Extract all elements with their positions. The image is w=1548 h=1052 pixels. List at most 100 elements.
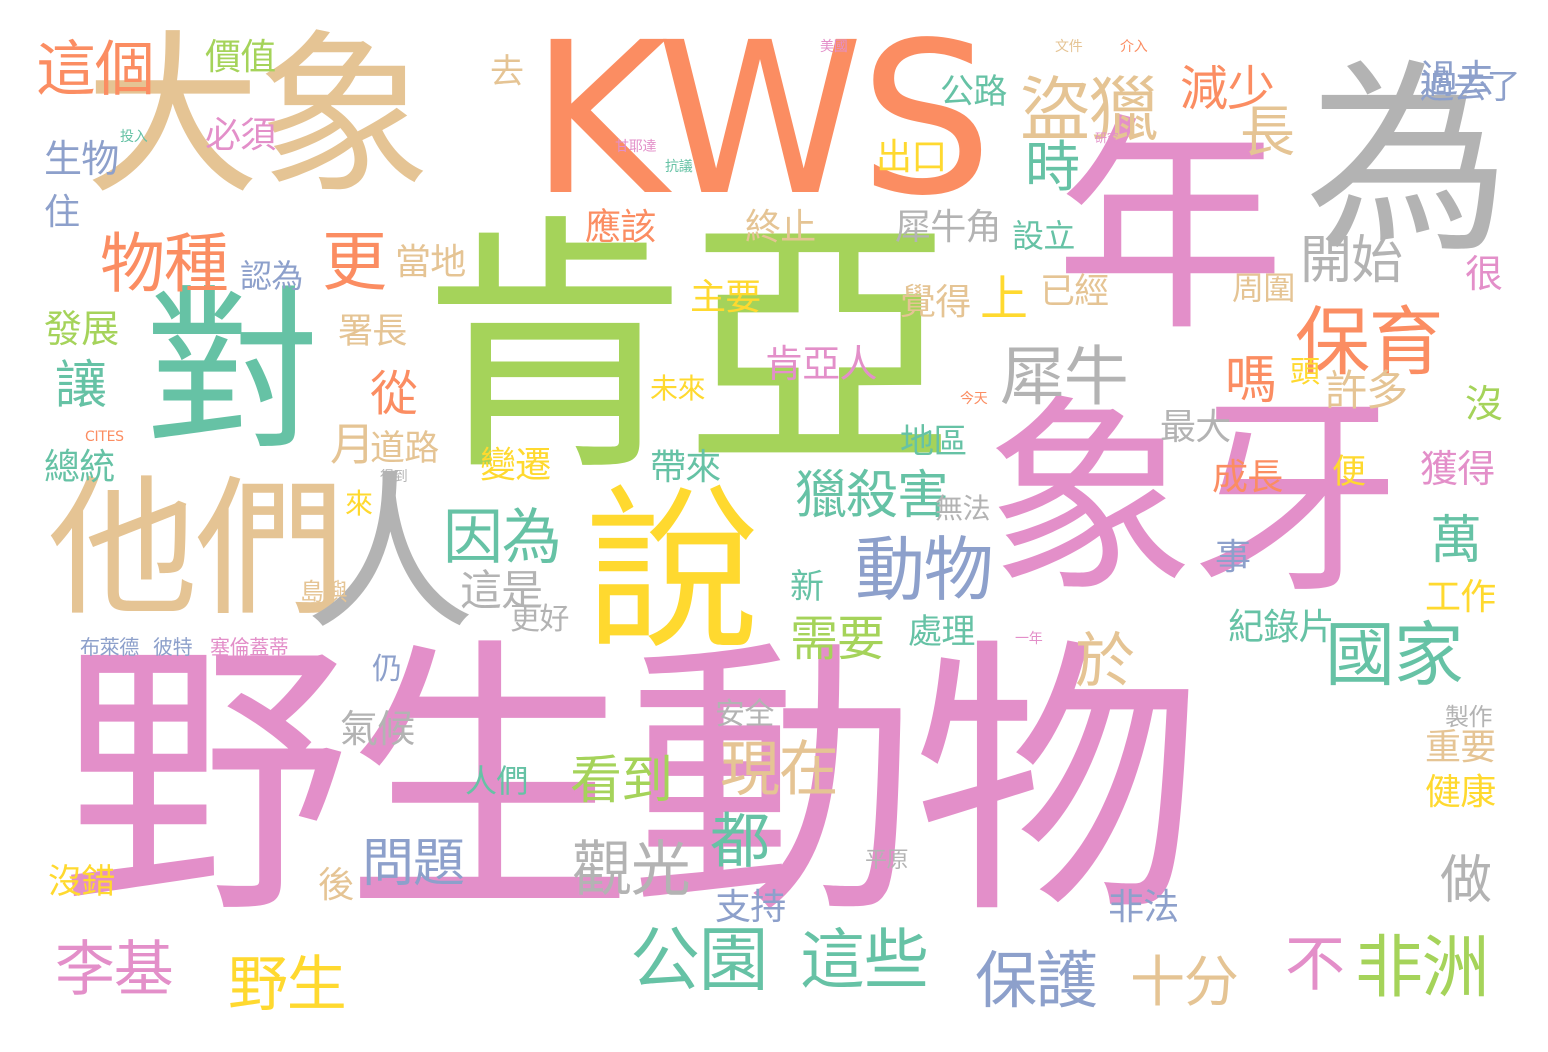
- cloud-word: 後: [318, 865, 354, 906]
- cloud-word: 工作: [1425, 577, 1496, 618]
- cloud-word: 做: [1440, 851, 1492, 911]
- cloud-word: 當地: [395, 242, 466, 283]
- cloud-word: 氣候: [340, 707, 415, 751]
- cloud-word: 發展: [44, 307, 119, 351]
- cloud-word: 都: [710, 807, 770, 877]
- cloud-word: 於: [1075, 627, 1135, 697]
- cloud-word: 文件: [1055, 39, 1083, 55]
- cloud-word: 來: [345, 487, 373, 520]
- cloud-word: 肯亞人: [765, 342, 877, 386]
- cloud-word: 長: [1240, 100, 1295, 164]
- cloud-word: 開始: [1300, 231, 1403, 291]
- cloud-word: 過去了: [1420, 67, 1521, 107]
- cloud-word: 周圍: [1232, 269, 1295, 307]
- cloud-word: 十分: [1130, 950, 1239, 1014]
- cloud-word: 保育: [1295, 298, 1444, 386]
- cloud-word: 重要: [1425, 727, 1496, 768]
- cloud-word: 他們: [48, 463, 345, 637]
- cloud-word: 彼特: [153, 635, 193, 659]
- cloud-word: 價值: [205, 37, 276, 78]
- cloud-word: 覺得: [900, 282, 971, 323]
- cloud-word: 看到: [570, 751, 673, 811]
- cloud-word: 因為: [443, 503, 562, 573]
- cloud-word: 未來: [650, 372, 705, 405]
- cloud-word: 最大: [1160, 407, 1231, 448]
- cloud-word: 對: [145, 271, 320, 474]
- cloud-word: 帶來: [650, 447, 721, 488]
- cloud-word: 犀牛角: [895, 207, 1002, 248]
- cloud-word: 很: [1465, 252, 1503, 296]
- cloud-word: 沒錯: [48, 862, 115, 902]
- cloud-word: 肯亞: [420, 192, 955, 507]
- cloud-word: 野生動物: [60, 616, 1203, 953]
- cloud-word: 大象: [85, 16, 432, 219]
- cloud-word: 現在: [720, 735, 839, 805]
- cloud-word: 更: [322, 225, 387, 300]
- cloud-word: 象牙: [985, 377, 1401, 622]
- cloud-word: 設立: [1012, 217, 1075, 255]
- cloud-word: 這個: [36, 35, 155, 105]
- cloud-word: 減少: [1180, 61, 1275, 117]
- cloud-word: CITES: [85, 429, 124, 445]
- cloud-word: 變遷: [480, 445, 551, 486]
- cloud-word: 從: [370, 366, 418, 422]
- cloud-word: 不: [1285, 930, 1345, 1000]
- cloud-word: 這是: [460, 566, 543, 615]
- cloud-word: 仍: [372, 652, 402, 687]
- cloud-word: 便: [1332, 452, 1366, 492]
- cloud-word: 總統: [44, 447, 115, 488]
- cloud-word: 人們: [465, 762, 528, 800]
- cloud-word: 李基: [55, 935, 174, 1005]
- cloud-word: 獲得: [1420, 447, 1495, 491]
- cloud-word: 安全: [715, 697, 774, 732]
- cloud-word: 頭: [1290, 355, 1320, 390]
- cloud-word: 島嶼: [300, 578, 348, 606]
- cloud-word: 萬: [1430, 511, 1482, 571]
- cloud-word: KWS: [530, 0, 993, 242]
- cloud-word: 支持: [715, 887, 786, 928]
- cloud-word: 更好: [510, 602, 569, 637]
- cloud-word: 觀光: [572, 835, 691, 905]
- cloud-word: 主要: [690, 277, 761, 318]
- cloud-word: 平原: [865, 848, 909, 873]
- cloud-word: 生物: [44, 137, 119, 181]
- cloud-word: 地區: [900, 422, 967, 462]
- cloud-word: 道路: [370, 429, 439, 469]
- cloud-word: 已經: [1040, 272, 1109, 312]
- cloud-word: 沒: [1465, 382, 1503, 426]
- cloud-word: 野生: [228, 950, 347, 1020]
- cloud-word: 盜獵: [1020, 69, 1159, 151]
- cloud-word: 去: [490, 52, 524, 92]
- cloud-word: 公路: [940, 72, 1007, 112]
- cloud-word: 一年: [1015, 631, 1043, 647]
- cloud-word: 犀牛: [1000, 340, 1129, 415]
- cloud-word: 許多: [1325, 366, 1408, 415]
- cloud-word: 布萊德: [80, 635, 139, 659]
- cloud-word: 美國: [820, 39, 848, 55]
- cloud-word: 時: [1025, 135, 1080, 199]
- cloud-word: 人: [305, 456, 475, 654]
- cloud-word: 公園: [630, 919, 769, 1001]
- cloud-word: 必須: [205, 115, 276, 156]
- cloud-word: 月: [330, 418, 375, 471]
- cloud-word: 認為: [240, 257, 303, 295]
- cloud-word: 新: [790, 567, 824, 607]
- cloud-word: 應該: [585, 207, 656, 248]
- cloud-word: 得到: [380, 469, 408, 485]
- cloud-word: 研究: [1095, 131, 1119, 145]
- cloud-word: 非法: [1108, 887, 1179, 928]
- cloud-word: 出口: [876, 137, 947, 178]
- cloud-word: 今天: [960, 391, 988, 407]
- cloud-word: 年: [1055, 96, 1285, 363]
- cloud-word: 動物: [855, 529, 994, 611]
- cloud-word: 非洲: [1355, 929, 1490, 1008]
- cloud-word: 製作: [1445, 703, 1493, 731]
- cloud-word: 為: [1305, 43, 1510, 281]
- cloud-word: 住: [44, 192, 80, 233]
- cloud-word: 署長: [338, 312, 407, 352]
- cloud-word: 成長: [1212, 457, 1283, 498]
- cloud-word: 健康: [1425, 772, 1496, 813]
- cloud-word: 過去: [1420, 57, 1495, 101]
- cloud-word: 終止: [745, 207, 816, 248]
